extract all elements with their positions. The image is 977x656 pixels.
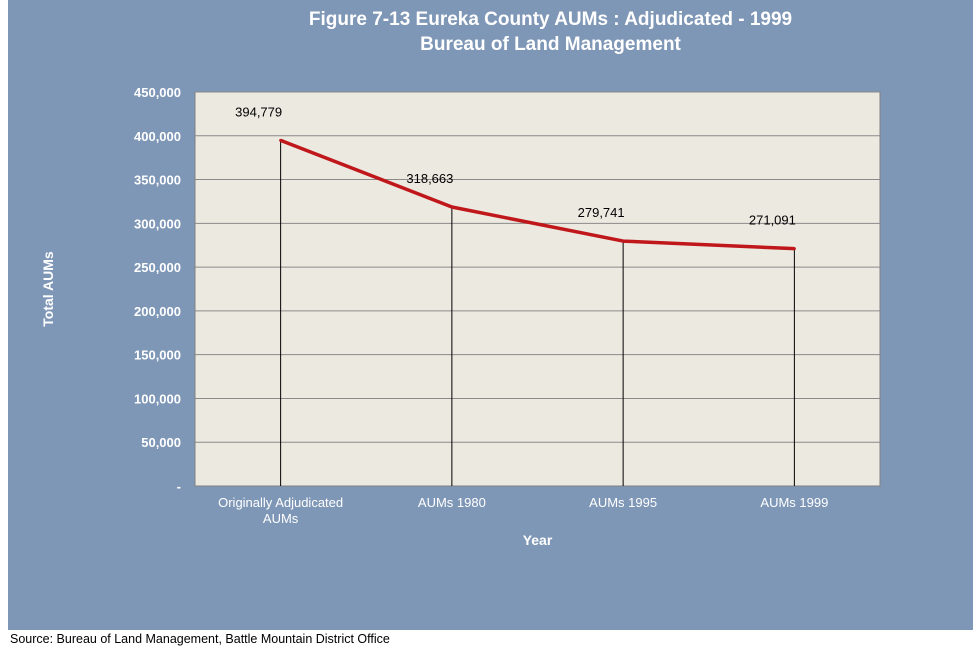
source-note: Source: Bureau of Land Management, Battl… bbox=[10, 632, 390, 646]
data-label: 279,741 bbox=[578, 205, 625, 220]
data-point bbox=[792, 247, 796, 251]
chart-title-line-1: Figure 7-13 Eureka County AUMs : Adjudic… bbox=[308, 9, 793, 30]
x-tick-label: AUMs bbox=[263, 511, 299, 526]
plot-area bbox=[194, 91, 881, 487]
y-axis-title: Total AUMs bbox=[40, 251, 56, 327]
y-tick-label: 250,000 bbox=[134, 260, 181, 275]
series-line bbox=[279, 138, 795, 251]
chart-panel: Figure 7-13 Eureka County AUMs : Adjudic… bbox=[8, 0, 973, 630]
y-tick-label: 100,000 bbox=[134, 391, 181, 406]
data-point bbox=[450, 205, 454, 209]
y-tick-label: 200,000 bbox=[134, 304, 181, 319]
y-tick-label: 300,000 bbox=[134, 216, 181, 231]
data-label: 271,091 bbox=[749, 213, 796, 228]
y-tick-label: 150,000 bbox=[134, 348, 181, 363]
x-tick-label: AUMs 1995 bbox=[589, 495, 657, 510]
data-point bbox=[621, 239, 625, 243]
y-tick-label: 400,000 bbox=[134, 129, 181, 144]
chart-title-line-2: Bureau of Land Management bbox=[420, 34, 681, 55]
x-tick-label: AUMs 1999 bbox=[760, 495, 828, 510]
y-tick-label: 50,000 bbox=[141, 435, 181, 450]
x-axis-title: Year bbox=[523, 532, 553, 548]
chart-title: Figure 7-13 Eureka County AUMs : Adjudic… bbox=[8, 7, 973, 57]
x-tick-label: Originally Adjudicated bbox=[218, 495, 343, 510]
data-label: 318,663 bbox=[406, 171, 453, 186]
data-label: 394,779 bbox=[235, 104, 282, 119]
y-tick-label: 350,000 bbox=[134, 173, 181, 188]
data-point bbox=[279, 138, 283, 142]
x-tick-label: AUMs 1980 bbox=[418, 495, 486, 510]
line-chart: - 50,000 100,000 150,000 200,000 250,000 300,0… bbox=[40, 85, 881, 548]
y-tick-label: 450,000 bbox=[134, 85, 181, 100]
y-tick-label: - bbox=[177, 479, 181, 494]
